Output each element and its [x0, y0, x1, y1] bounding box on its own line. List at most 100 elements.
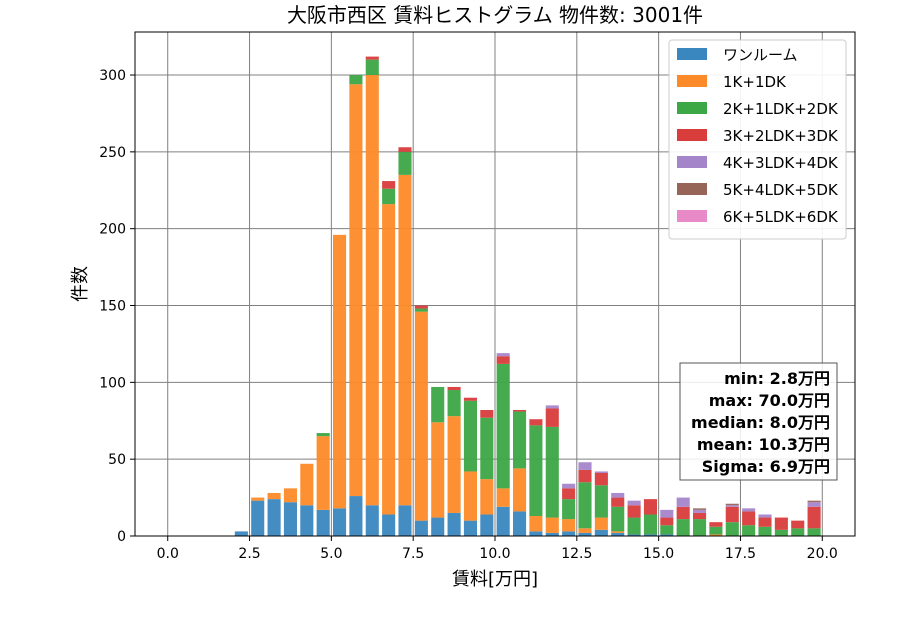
- legend-frame: [668, 39, 847, 240]
- bar-segment: [627, 534, 641, 536]
- bar-segment: [480, 479, 494, 515]
- bar-segment: [398, 174, 412, 506]
- bar-segment: [611, 506, 625, 532]
- x-tick-label: 7.5: [402, 546, 424, 562]
- bar-segment: [660, 509, 674, 518]
- bar-segment: [496, 506, 510, 536]
- legend-swatch: [677, 210, 707, 222]
- bar-segment: [725, 505, 739, 507]
- bar-segment: [382, 204, 396, 515]
- legend-swatch: [677, 183, 707, 195]
- bar-segment: [693, 519, 707, 536]
- bar-segment: [463, 397, 477, 401]
- legend-swatch: [677, 102, 707, 114]
- bar-segment: [316, 509, 330, 536]
- bar-segment: [447, 416, 461, 513]
- bar-segment: [545, 517, 559, 533]
- bar-segment: [529, 425, 543, 517]
- stats-mean: mean: 10.3万円: [697, 435, 830, 454]
- bar-segment: [611, 492, 625, 498]
- bar-segment: [316, 436, 330, 510]
- bar-segment: [594, 471, 608, 473]
- bar-segment: [709, 526, 723, 535]
- bar-segment: [283, 502, 297, 536]
- x-tick-label: 20.0: [807, 546, 838, 562]
- bar-segment: [676, 497, 690, 507]
- bar-segment: [414, 308, 428, 312]
- bar-segment: [382, 514, 396, 536]
- y-tick-label: 150: [99, 299, 126, 315]
- bar-segment: [283, 488, 297, 503]
- bar-segment: [447, 386, 461, 391]
- bar-segment: [349, 75, 363, 85]
- bar-segment: [807, 506, 821, 529]
- bar-segment: [758, 514, 772, 518]
- bar-segment: [545, 426, 559, 518]
- bar-segment: [742, 508, 756, 512]
- bar-segment: [496, 356, 510, 364]
- bar-segment: [725, 522, 739, 536]
- legend-label: 6K+5LDK+6DK: [723, 208, 839, 226]
- bar-segment: [643, 514, 657, 535]
- bar-segment: [447, 512, 461, 536]
- bar-segment: [365, 505, 379, 536]
- legend-label: 2K+1LDK+2DK: [723, 100, 839, 118]
- legend-label: 3K+2LDK+3DK: [723, 127, 839, 145]
- bar-segment: [365, 75, 379, 506]
- bar-segment: [611, 497, 625, 507]
- bar-segment: [447, 390, 461, 417]
- bar-segment: [676, 519, 690, 536]
- bar-segment: [545, 532, 559, 536]
- bar-segment: [676, 506, 690, 520]
- bar-segment: [513, 468, 527, 512]
- bar-segment: [594, 473, 608, 486]
- bar-segment: [725, 506, 739, 523]
- chart-title: 大阪市西区 賃料ヒストグラム 物件数: 3001件: [287, 3, 703, 27]
- bar-segment: [693, 508, 707, 510]
- bar-segment: [267, 492, 281, 500]
- bar-segment: [513, 410, 527, 412]
- bar-segment: [807, 502, 821, 507]
- bar-segment: [791, 520, 805, 529]
- bar-segment: [774, 517, 788, 530]
- bar-segment: [594, 517, 608, 530]
- bar-segment: [333, 234, 347, 509]
- bar-segment: [251, 497, 265, 501]
- bar-segment: [431, 517, 445, 536]
- bar-segment: [742, 511, 756, 526]
- bar-segment: [578, 469, 592, 483]
- x-tick-label: 0.0: [157, 546, 179, 562]
- bar-segment: [513, 411, 527, 469]
- bar-segment: [791, 528, 805, 536]
- bar-segment: [480, 410, 494, 418]
- bar-segment: [660, 525, 674, 535]
- bar-segment: [496, 353, 510, 357]
- bar-segment: [414, 520, 428, 536]
- bar-segment: [365, 56, 379, 60]
- bar-segment: [529, 419, 543, 426]
- bar-segment: [480, 417, 494, 480]
- bar-segment: [398, 147, 412, 152]
- x-tick-label: 15.0: [643, 546, 674, 562]
- bar-segment: [529, 531, 543, 536]
- bar-segment: [758, 526, 772, 536]
- bar-segment: [643, 499, 657, 515]
- bar-segment: [267, 499, 281, 536]
- x-tick-label: 10.0: [479, 546, 510, 562]
- x-tick-label: 2.5: [238, 546, 260, 562]
- y-axis-ticks: 0 50 100 150 200 250 300: [99, 68, 135, 545]
- bar-segment: [349, 496, 363, 536]
- stats-max: max: 70.0万円: [709, 391, 830, 410]
- x-axis-ticks: 0.0 2.5 5.0 7.5 10.0 12.5 15.0 17.5 20.0: [157, 536, 838, 562]
- bar-segment: [709, 534, 723, 536]
- y-tick-label: 250: [99, 145, 126, 161]
- bar-segment: [611, 531, 625, 533]
- bar-segment: [382, 188, 396, 205]
- bar-segment: [463, 400, 477, 472]
- bar-segment: [807, 528, 821, 536]
- legend-swatch: [677, 156, 707, 168]
- bar-segment: [594, 529, 608, 536]
- y-tick-label: 200: [99, 222, 126, 238]
